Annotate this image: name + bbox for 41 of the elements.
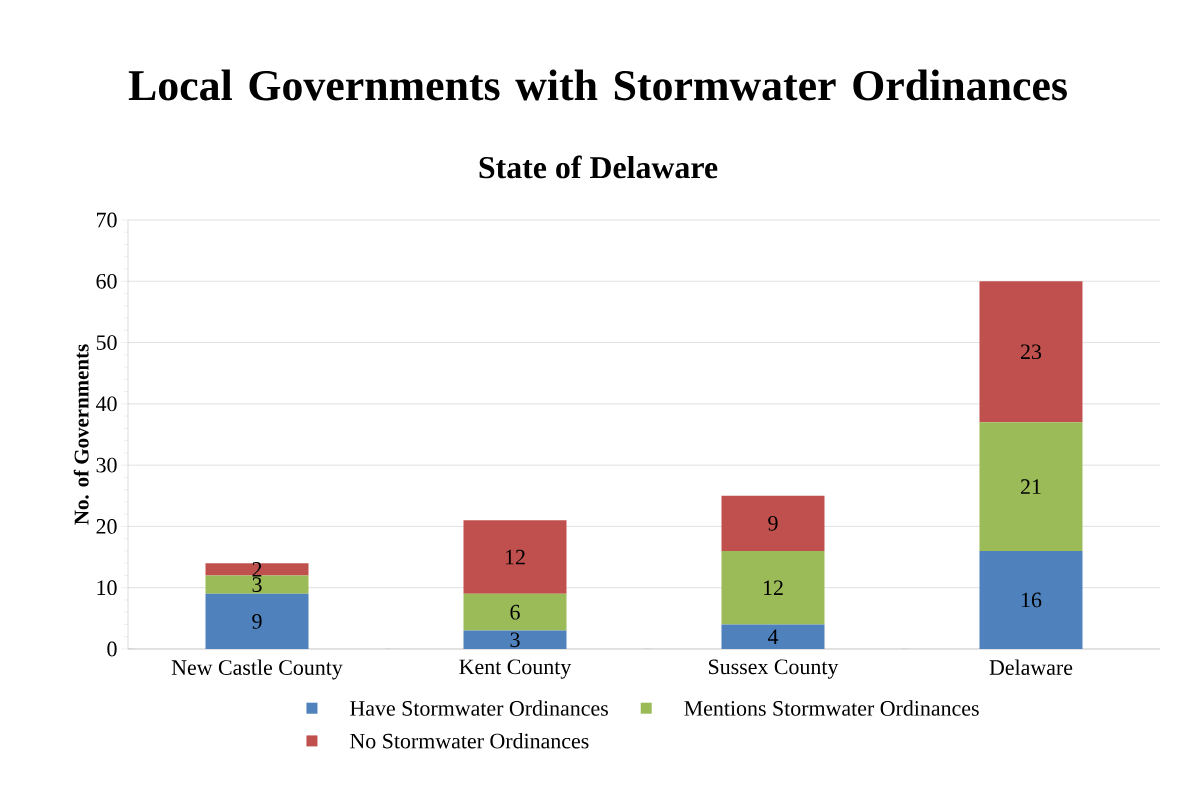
y-tick-label: 20 — [96, 519, 117, 534]
bar — [205, 563, 309, 576]
data-label: 23 — [1020, 344, 1042, 360]
data-label: 9 — [252, 614, 262, 629]
bar — [979, 422, 1083, 551]
y-tick-label: 60 — [96, 273, 117, 289]
data-label: 12 — [763, 580, 783, 595]
data-label: 21 — [1020, 479, 1041, 494]
bar — [979, 281, 1083, 423]
bar — [463, 630, 567, 649]
bar — [721, 624, 825, 649]
x-tick-label: Kent County — [459, 659, 572, 679]
legend-label: No Stormwater Ordinances — [350, 733, 589, 749]
chart-subtitle: State of Delaware — [479, 155, 718, 179]
bar — [721, 495, 825, 551]
x-tick-label: New Castle County — [171, 659, 343, 680]
data-label: 12 — [505, 549, 525, 565]
data-label: 3 — [252, 577, 262, 592]
data-label: 9 — [768, 515, 778, 531]
y-tick-label: 0 — [107, 641, 117, 657]
y-tick-label: 40 — [95, 396, 117, 412]
bar — [979, 550, 1083, 649]
legend-label: Have Stormwater Ordinances — [350, 700, 608, 716]
bar — [463, 520, 567, 594]
y-tick-label: 10 — [97, 580, 117, 596]
x-tick-label: Sussex County — [709, 659, 839, 679]
data-label: 4 — [767, 629, 779, 644]
data-label: 6 — [510, 604, 520, 620]
x-tick-label: Delaware — [989, 659, 1073, 675]
chart-title: Local Governments with Stormwater Ordinances — [128, 69, 1067, 101]
bar — [205, 593, 309, 649]
y-axis-title: No. of Governments — [73, 344, 89, 525]
y-tick-label: 50 — [96, 335, 117, 350]
bar — [721, 550, 825, 625]
data-label: 2 — [252, 562, 262, 577]
y-tick-label: 70 — [97, 212, 117, 228]
legend-label: Mentions Stormwater Ordinances — [684, 700, 979, 716]
data-label: 16 — [1021, 592, 1042, 608]
bar — [463, 593, 567, 631]
y-tick-label: 30 — [96, 457, 117, 473]
data-label: 3 — [510, 632, 520, 648]
